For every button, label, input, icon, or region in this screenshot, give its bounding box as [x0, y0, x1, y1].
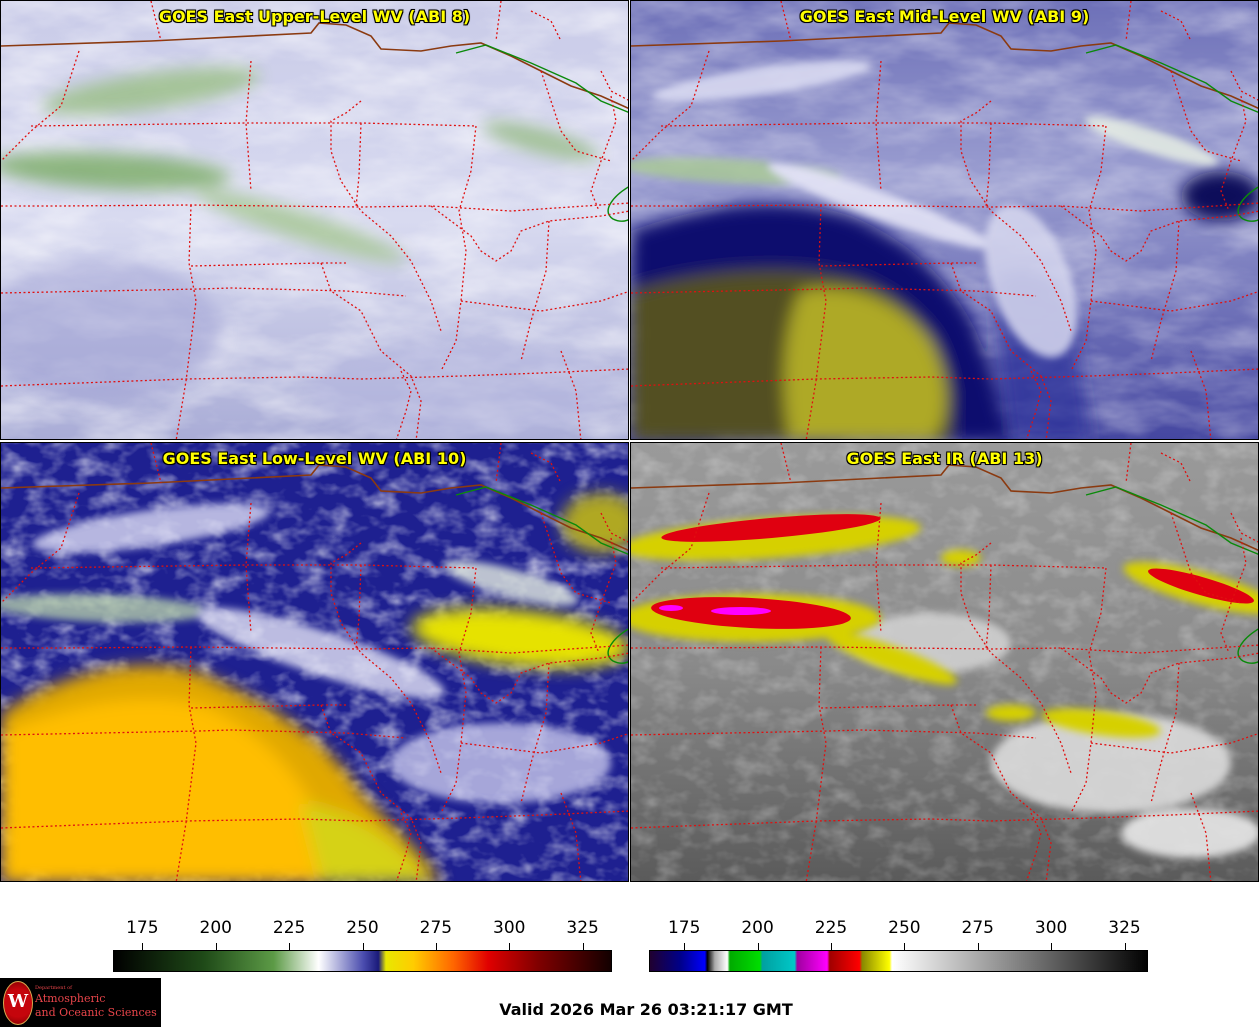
colorbar-tick-label: 200 — [199, 918, 232, 938]
panel-title: GOES East IR (ABI 13) — [846, 449, 1043, 468]
colorbar-tick-mark — [830, 943, 832, 950]
logo-line1: Department of — [35, 985, 72, 991]
colorbar-tick-label: 250 — [346, 918, 379, 938]
colorbar-tick-label: 200 — [741, 918, 774, 938]
upper-level-wv-image — [1, 1, 628, 439]
colorbar-tick-label: 250 — [888, 918, 921, 938]
colorbar-wv-gradient — [113, 950, 612, 972]
colorbar-tick-label: 300 — [1034, 918, 1068, 938]
colorbar-tick-mark — [684, 943, 686, 950]
colorbar-tick-mark — [977, 943, 979, 950]
seal-letter: W — [7, 991, 29, 1012]
logo-line3: and Oceanic Sciences — [35, 1006, 157, 1019]
colorbar-tick-label: 175 — [126, 918, 159, 938]
aos-logo: W Department of Atmospheric and Oceanic … — [0, 978, 161, 1027]
panel-upper-level-wv: GOES East Upper-Level WV (ABI 8) — [0, 0, 629, 440]
ir-image — [631, 443, 1258, 881]
colorbar-ir-gradient — [649, 950, 1148, 972]
colorbar-tick-mark — [582, 943, 584, 950]
panel-mid-level-wv: GOES East Mid-Level WV (ABI 9) — [630, 0, 1259, 440]
panel-title: GOES East Upper-Level WV (ABI 8) — [158, 7, 471, 26]
panel-ir: GOES East IR (ABI 13) — [630, 442, 1259, 882]
colorbar-tick-label: 325 — [566, 918, 599, 938]
colorbar-tick-mark — [289, 943, 291, 950]
colorbar-tick-label: 225 — [272, 918, 306, 938]
mid-level-wv-image — [631, 1, 1258, 439]
uw-seal-icon: W — [3, 981, 33, 1025]
colorbar-tick-mark — [362, 943, 364, 950]
low-level-wv-image — [1, 443, 628, 881]
colorbar-tick-label: 275 — [961, 918, 994, 938]
colorbar-tick-label: 275 — [419, 918, 453, 938]
valid-time: Valid 2026 Mar 26 03:21:17 GMT — [499, 1000, 793, 1019]
colorbar-tick-mark — [142, 943, 144, 950]
colorbar-tick-label: 325 — [1108, 918, 1141, 938]
colorbar-tick-mark — [757, 943, 759, 950]
colorbar-tick-mark — [435, 943, 437, 950]
colorbar-tick-mark — [509, 943, 511, 950]
colorbar-tick-label: 300 — [493, 918, 526, 938]
panel-low-level-wv: GOES East Low-Level WV (ABI 10) — [0, 442, 629, 882]
colorbar-tick-label: 225 — [814, 918, 848, 938]
panel-title: GOES East Low-Level WV (ABI 10) — [162, 449, 467, 468]
colorbar-tick-mark — [904, 943, 906, 950]
logo-line2: Atmospheric — [35, 992, 106, 1005]
colorbar-tick-mark — [215, 943, 217, 950]
colorbar-tick-label: 175 — [667, 918, 701, 938]
panel-title: GOES East Mid-Level WV (ABI 9) — [799, 7, 1090, 26]
colorbar-tick-mark — [1051, 943, 1053, 950]
colorbar-tick-mark — [1124, 943, 1126, 950]
